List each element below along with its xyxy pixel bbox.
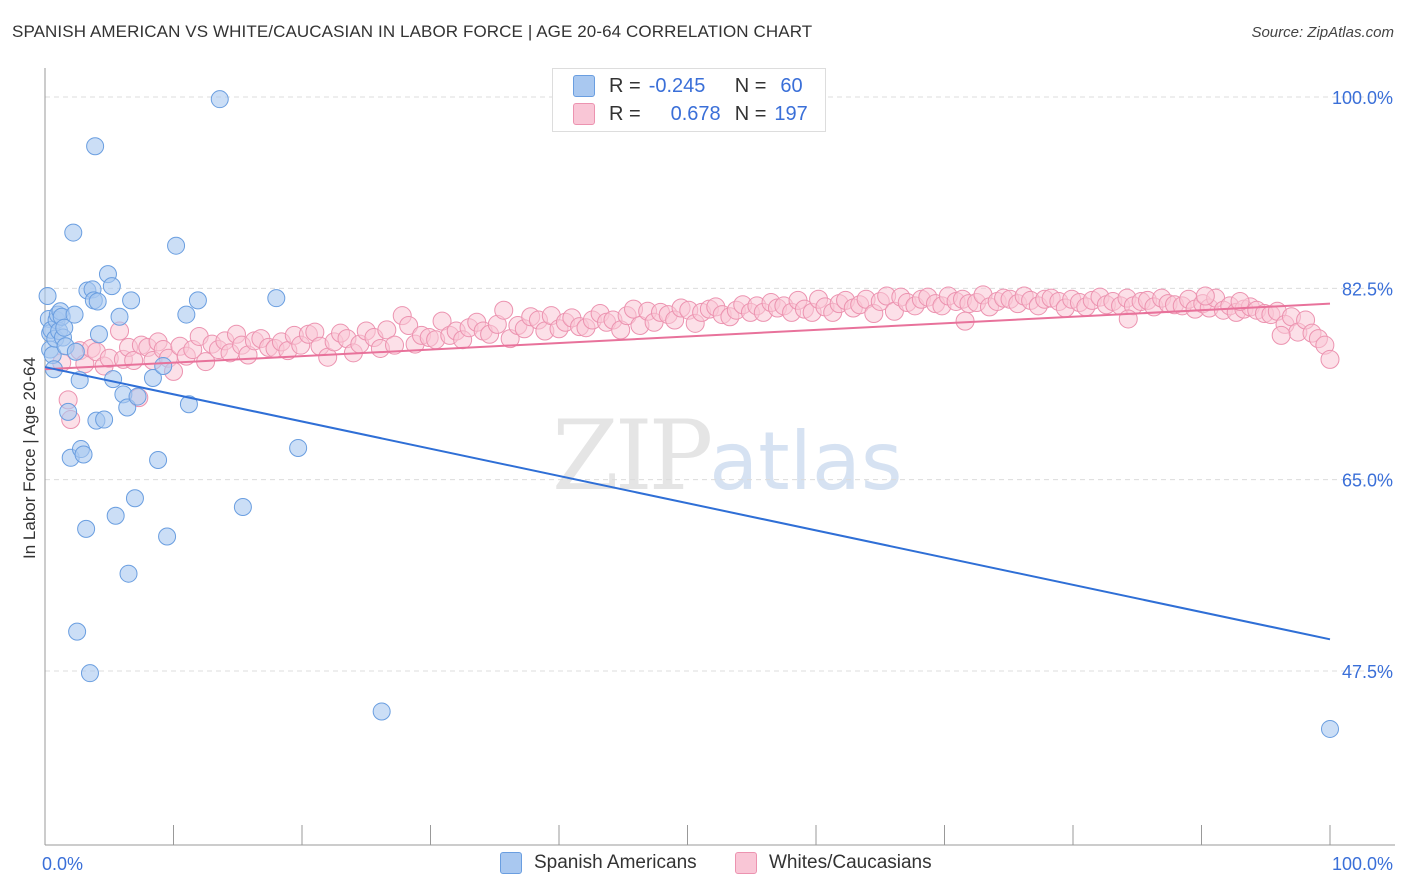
data-point-spanish <box>118 398 137 417</box>
r-value: -0.245 <box>648 74 706 97</box>
watermark-zip: ZIP <box>552 400 713 512</box>
data-point-spanish <box>179 395 198 414</box>
stats-legend: R = -0.245 N = 60 R = 0.678 N = 197 <box>552 68 826 132</box>
data-point-whites <box>385 335 405 355</box>
data-point-spanish <box>210 90 229 109</box>
y-tick-label: 82.5% <box>1342 279 1393 299</box>
data-point-spanish <box>372 702 391 721</box>
data-point-spanish <box>102 277 121 296</box>
data-point-whites <box>1230 291 1250 311</box>
bottom-legend-swatch-spanish <box>500 852 522 874</box>
data-point-spanish <box>80 664 99 683</box>
n-value: 197 <box>774 102 808 125</box>
trend-line-spanish <box>44 366 1331 641</box>
data-point-spanish <box>65 305 84 324</box>
chart-title: SPANISH AMERICAN VS WHITE/CAUCASIAN IN L… <box>12 22 813 41</box>
grid-lines <box>45 96 1395 672</box>
data-point-spanish <box>89 325 108 344</box>
x-tick-labels: 0.0% 100.0% <box>42 854 1393 874</box>
data-point-spanish <box>125 489 144 508</box>
data-point-spanish <box>177 305 196 324</box>
watermark-atlas: atlas <box>709 415 903 508</box>
trend-lines <box>44 302 1331 641</box>
y-tick-label: 47.5% <box>1342 662 1393 682</box>
data-point-whites <box>1320 349 1340 369</box>
data-point-spanish <box>86 137 105 156</box>
source-label: Source: ZipAtlas.com <box>1251 24 1394 41</box>
bottom-legend-whites: Whites/Caucasians <box>735 852 932 874</box>
data-point-whites <box>1271 325 1291 345</box>
data-point-spanish <box>95 410 114 429</box>
y-tick-label: 65.0% <box>1342 471 1393 491</box>
data-point-spanish <box>110 307 129 326</box>
data-point-whites <box>494 300 514 320</box>
r-value: 0.678 <box>670 102 721 125</box>
y-tick-labels: 47.5% 65.0% 82.5% 100.0% <box>1332 88 1393 682</box>
bottom-legend-label-spanish: Spanish Americans <box>534 852 697 873</box>
data-point-spanish <box>66 342 85 361</box>
data-point-spanish <box>119 564 138 583</box>
data-point-spanish <box>55 318 74 337</box>
data-point-spanish <box>104 370 123 389</box>
n-label: N = <box>734 102 767 125</box>
data-point-spanish <box>128 387 147 406</box>
bottom-legend-label-whites: Whites/Caucasians <box>769 852 932 873</box>
data-point-spanish <box>167 236 186 255</box>
bottom-legend-spanish: Spanish Americans <box>500 852 697 874</box>
stats-row-spanish: R = -0.245 N = 60 <box>573 73 803 99</box>
data-point-spanish <box>106 506 125 525</box>
data-point-spanish <box>188 291 207 310</box>
data-point-spanish <box>68 622 87 641</box>
data-point-spanish <box>143 368 162 387</box>
axes <box>44 68 1395 846</box>
r-label: R = <box>609 74 641 97</box>
bottom-legend-swatch-whites <box>735 852 757 874</box>
data-point-spanish <box>267 289 286 308</box>
data-point-spanish <box>122 291 141 310</box>
x-tick-label: 0.0% <box>42 854 83 874</box>
data-point-whites <box>399 316 419 336</box>
data-point-spanish <box>233 498 252 516</box>
y-axis-label: In Labor Force | Age 20-64 <box>20 357 39 559</box>
r-label: R = <box>609 102 641 125</box>
n-value: 60 <box>780 74 803 97</box>
series-spanish-points <box>38 90 1339 738</box>
data-point-spanish <box>149 450 168 469</box>
data-point-whites <box>1195 286 1215 306</box>
data-point-spanish <box>154 356 173 375</box>
data-point-whites <box>377 320 397 340</box>
data-point-spanish <box>38 286 57 305</box>
series-whites-points <box>52 285 1340 430</box>
data-point-spanish <box>74 445 93 464</box>
x-tick-label: 100.0% <box>1332 854 1393 874</box>
watermark: ZIPatlas <box>552 400 903 512</box>
stats-row-whites: R = 0.678 N = 197 <box>573 101 808 127</box>
data-point-spanish <box>158 527 177 546</box>
data-point-spanish <box>77 519 96 538</box>
data-point-spanish <box>88 292 107 311</box>
data-point-spanish <box>1321 719 1339 738</box>
legend-swatch-whites <box>573 103 595 125</box>
data-point-spanish <box>59 402 78 421</box>
n-label: N = <box>734 74 767 97</box>
data-point-spanish <box>64 223 83 242</box>
trend-line-whites <box>44 302 1331 371</box>
data-point-spanish <box>289 438 308 457</box>
legend-swatch-spanish <box>573 75 595 97</box>
y-tick-label: 100.0% <box>1332 88 1393 108</box>
